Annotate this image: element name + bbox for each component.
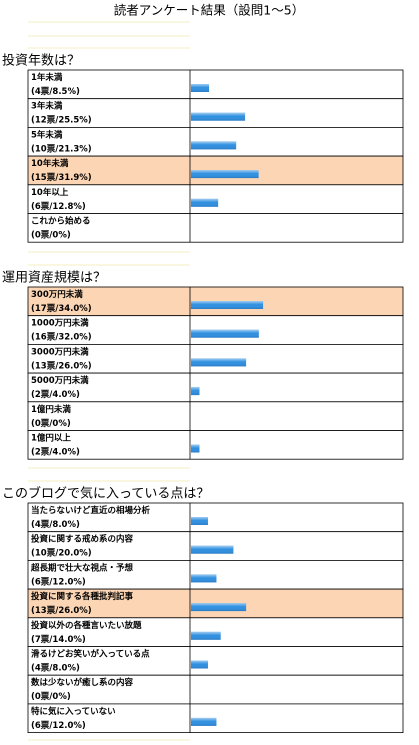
chart-title: このブログで気に入っている点は？ bbox=[2, 486, 209, 502]
chart: 運用資産規模は？ 300万円未満 (17票/34.0%) 1000万円未満 (16票/3… bbox=[2, 270, 404, 460]
category-label: 3年未満 bbox=[31, 101, 63, 112]
bar-shine bbox=[191, 301, 264, 309]
category-label: これから始める bbox=[31, 216, 91, 227]
category-label: 投資に関する各種批判記事 bbox=[31, 591, 134, 602]
category-label: 1億円未満 bbox=[31, 404, 71, 415]
value-label: (6票/12.0%) bbox=[31, 720, 86, 731]
bar-shine bbox=[191, 141, 237, 150]
row-background bbox=[28, 675, 403, 704]
bar-shine bbox=[191, 329, 259, 338]
chart-title: 投資年数は？ bbox=[2, 53, 80, 69]
page-title: 読者アンケート結果（設問1～5） bbox=[114, 3, 304, 18]
value-label: (6票/12.8%) bbox=[31, 201, 86, 212]
category-label: 特に気に入っていない bbox=[31, 706, 116, 717]
category-label: 5年未満 bbox=[31, 129, 63, 140]
row-cell bbox=[27, 430, 404, 460]
bar-shine bbox=[191, 574, 217, 583]
bar-shine bbox=[191, 517, 208, 525]
category-label: 5000万円未満 bbox=[31, 375, 89, 386]
bar-shine bbox=[191, 170, 259, 179]
value-label: (4票/8.5%) bbox=[31, 86, 80, 97]
bar-shine bbox=[191, 387, 200, 396]
chart: このブログで気に入っている点は？ 当たらないけど直近の相場分析 (4票/8.0%) 投… bbox=[2, 486, 404, 734]
bar-shine bbox=[191, 198, 219, 207]
value-label: (0票/0%) bbox=[31, 230, 71, 241]
row-cell bbox=[27, 213, 404, 243]
category-label: 1000万円未満 bbox=[31, 318, 89, 329]
bar-shine bbox=[191, 631, 221, 640]
value-label: (17票/34.0%) bbox=[31, 303, 92, 314]
value-label: (0票/0%) bbox=[31, 418, 71, 429]
value-label: (4票/8.0%) bbox=[31, 519, 80, 530]
category-label: 超長期で壮大な視点・予想 bbox=[30, 562, 134, 573]
sheet-background bbox=[28, 21, 190, 741]
row-background bbox=[28, 430, 403, 460]
bar-shine bbox=[191, 545, 234, 554]
value-label: (0票/0%) bbox=[31, 691, 71, 702]
value-label: (4票/8.0%) bbox=[31, 663, 80, 674]
category-label: 1億円以上 bbox=[31, 433, 71, 444]
bar-shine bbox=[191, 603, 247, 612]
value-label: (12票/25.5%) bbox=[31, 115, 92, 126]
value-label: (13票/26.0%) bbox=[31, 605, 92, 616]
value-label: (10票/21.3%) bbox=[31, 143, 92, 154]
row-background bbox=[28, 401, 403, 431]
bar-shine bbox=[191, 358, 247, 367]
chart: 投資年数は？ 1年未満 (4票/8.5%) 3年未満 (12票/25.5%) 5年未満 (1… bbox=[2, 53, 404, 243]
row-background bbox=[28, 70, 403, 99]
row-background bbox=[28, 503, 403, 532]
category-label: 300万円未満 bbox=[31, 289, 83, 300]
category-label: 投資に関する戒め系の内容 bbox=[31, 534, 134, 545]
category-label: 3000万円未満 bbox=[31, 346, 89, 357]
value-label: (6票/12.0%) bbox=[31, 576, 86, 587]
bar-shine bbox=[191, 717, 217, 726]
category-label: 数は少ないが癒し系の内容 bbox=[31, 677, 134, 688]
value-label: (10票/20.0%) bbox=[31, 548, 92, 559]
row-background bbox=[28, 373, 403, 402]
category-label: 1年未満 bbox=[31, 72, 63, 83]
bar-shine bbox=[191, 660, 208, 669]
bar-shine bbox=[191, 444, 200, 453]
category-label: 投資以外の各種言いたい放題 bbox=[31, 620, 142, 631]
value-label: (7票/14.0%) bbox=[31, 634, 86, 645]
value-label: (2票/4.0%) bbox=[31, 447, 80, 458]
row-cell bbox=[27, 703, 404, 734]
value-label: (2票/4.0%) bbox=[31, 389, 80, 400]
row-background bbox=[28, 646, 403, 676]
category-label: 当たらないけど直近の相場分析 bbox=[31, 505, 151, 516]
value-label: (16票/32.0%) bbox=[31, 332, 92, 343]
chart-title: 運用資産規模は？ bbox=[2, 270, 106, 286]
category-label: 10年未満 bbox=[31, 158, 69, 169]
bar-shine bbox=[191, 84, 210, 92]
row-background bbox=[28, 213, 403, 243]
value-label: (13票/26.0%) bbox=[31, 360, 92, 371]
category-label: 滑るけどお笑いが入っている点 bbox=[31, 649, 150, 660]
bar-shine bbox=[191, 112, 246, 121]
category-label: 10年以上 bbox=[31, 187, 69, 198]
value-label: (15票/31.9%) bbox=[31, 172, 92, 183]
